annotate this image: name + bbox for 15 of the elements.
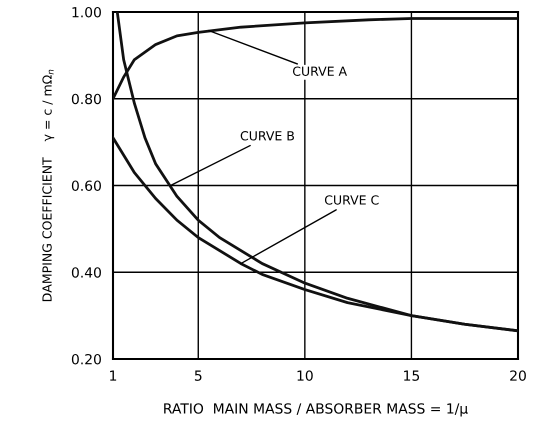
y-tick-label: 0.40 bbox=[72, 267, 101, 278]
x-tick-label: 1 bbox=[110, 370, 116, 381]
y-tick-label: 0.80 bbox=[72, 94, 101, 104]
x-tick-label: 20 bbox=[510, 370, 526, 381]
annotation: CURVE C bbox=[324, 195, 379, 205]
y-tick-label: 1.00 bbox=[72, 6, 101, 18]
x-tick-label: 15 bbox=[404, 370, 420, 381]
x-axis-title: RATIO MAIN MASS / ABSORBER MASS = 1/μ bbox=[164, 403, 468, 416]
annotation: CURVE B bbox=[240, 131, 294, 141]
x-tick-label: 10 bbox=[298, 370, 313, 381]
y-tick-label: 0.20 bbox=[72, 354, 101, 364]
x-tick-label: 5 bbox=[194, 370, 202, 381]
annotation: CURVE A bbox=[292, 66, 347, 76]
y-tick-label: 0.60 bbox=[72, 180, 101, 191]
y-axis-title: DAMPING COEFFICIENT γ = c / mΩ$_{n}$ bbox=[42, 70, 54, 302]
